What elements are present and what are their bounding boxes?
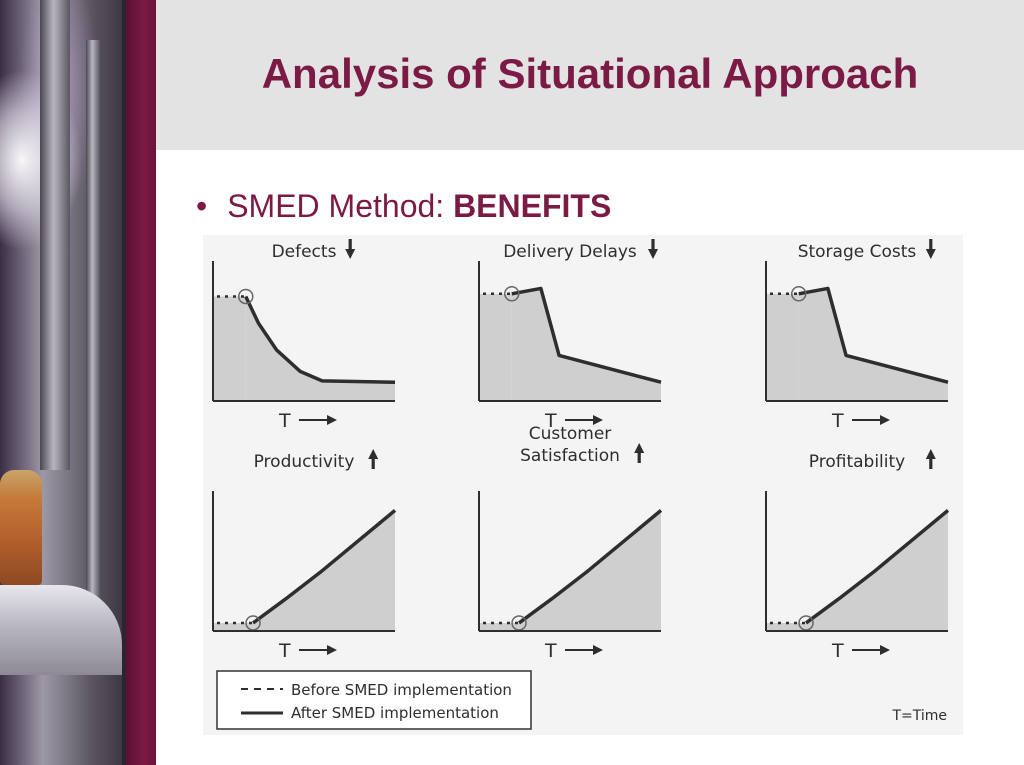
transition-marker: [511, 615, 527, 631]
figure-background: [203, 235, 963, 735]
panel-title: Productivity: [254, 452, 355, 472]
decorative-side-photo: [0, 0, 122, 765]
panel-title: Defects: [272, 242, 337, 262]
time-axis-label: T: [278, 640, 291, 662]
decorative-worker: [0, 470, 42, 585]
time-axis-label: T: [831, 410, 844, 432]
panel-title: Profitability: [809, 452, 905, 472]
bullet-dot: •: [196, 188, 208, 224]
before-area: [213, 296, 246, 401]
time-arrow-icon: [852, 415, 890, 425]
before-area: [766, 622, 807, 631]
time-arrow-icon: [565, 415, 603, 425]
time-arrow-icon: [565, 645, 603, 655]
transition-marker: [798, 615, 814, 631]
transition-marker: [504, 286, 520, 302]
after-line: [252, 509, 397, 625]
time-axis-label: T: [544, 410, 557, 432]
after-line: [805, 509, 950, 625]
up-arrow-icon: [634, 443, 645, 463]
time-axis-label: T: [831, 640, 844, 662]
benefit-panel: Delivery Delays T: [478, 239, 662, 432]
transition-marker: [791, 286, 807, 302]
legend-box: [216, 670, 532, 730]
bullet-prefix: SMED Method:: [227, 188, 445, 224]
down-arrow-icon: [345, 239, 356, 259]
time-axis-label: T: [278, 410, 291, 432]
bullet-emphasis: BENEFITS: [453, 188, 612, 224]
after-line: [244, 295, 396, 384]
after-line: [518, 509, 663, 625]
legend-after-label: After SMED implementation: [291, 704, 499, 722]
decorative-pipe-elbow: [0, 585, 122, 675]
benefit-panel: Defects T: [212, 239, 396, 432]
after-line: [798, 286, 949, 384]
decorative-pipe: [40, 0, 70, 470]
legend: Before SMED implementation After SMED im…: [216, 670, 532, 730]
panel-title: Storage Costs: [798, 242, 917, 262]
decorative-stripe: [122, 0, 126, 765]
decorative-pipe: [86, 40, 100, 600]
legend-before-label: Before SMED implementation: [291, 681, 512, 699]
before-area: [479, 622, 520, 631]
benefit-panel: Storage Costs T: [765, 239, 949, 432]
before-area: [213, 622, 254, 631]
time-arrow-icon: [299, 415, 337, 425]
decorative-maroon-stripe: [126, 0, 156, 765]
bullet-point: • SMED Method: BENEFITS: [196, 186, 611, 226]
benefit-panel: Productivity T: [212, 449, 397, 662]
slide-title: Analysis of Situational Approach: [261, 50, 919, 97]
benefit-panel: Profitability T: [765, 449, 950, 662]
header-band: [156, 0, 1024, 150]
up-arrow-icon: [368, 449, 379, 469]
after-area: [245, 296, 395, 401]
after-line: [511, 286, 662, 384]
time-arrow-icon: [852, 645, 890, 655]
transition-marker: [245, 615, 261, 631]
panel-title: Customer: [529, 424, 612, 444]
panel-title: Satisfaction: [520, 446, 620, 466]
panel-title: Delivery Delays: [503, 242, 637, 262]
time-axis-label: T: [544, 640, 557, 662]
down-arrow-icon: [925, 239, 936, 259]
time-arrow-icon: [299, 645, 337, 655]
transition-marker: [238, 288, 254, 305]
before-area: [479, 293, 512, 401]
smed-benefits-figure: Defects T Delivery Delays T Storage Costs T Pr…: [203, 235, 963, 735]
time-note: T=Time: [891, 708, 947, 724]
down-arrow-icon: [648, 239, 658, 259]
before-area: [766, 293, 799, 401]
up-arrow-icon: [925, 449, 936, 469]
